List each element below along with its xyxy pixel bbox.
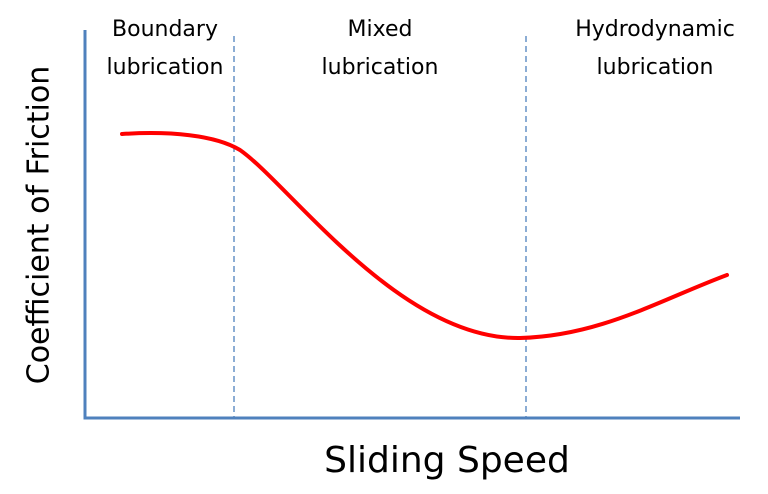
y-axis-label: Coefficient of Friction bbox=[22, 66, 57, 385]
x-axis-label: Sliding Speed bbox=[324, 440, 570, 481]
region-label: lubrication bbox=[322, 55, 439, 80]
friction-curve bbox=[120, 131, 729, 341]
region-label: Mixed bbox=[348, 17, 413, 42]
region-label: lubrication bbox=[107, 55, 224, 80]
region-label: lubrication bbox=[597, 55, 714, 80]
region-label: Boundary bbox=[112, 17, 218, 42]
region-label: Hydrodynamic bbox=[575, 17, 735, 42]
